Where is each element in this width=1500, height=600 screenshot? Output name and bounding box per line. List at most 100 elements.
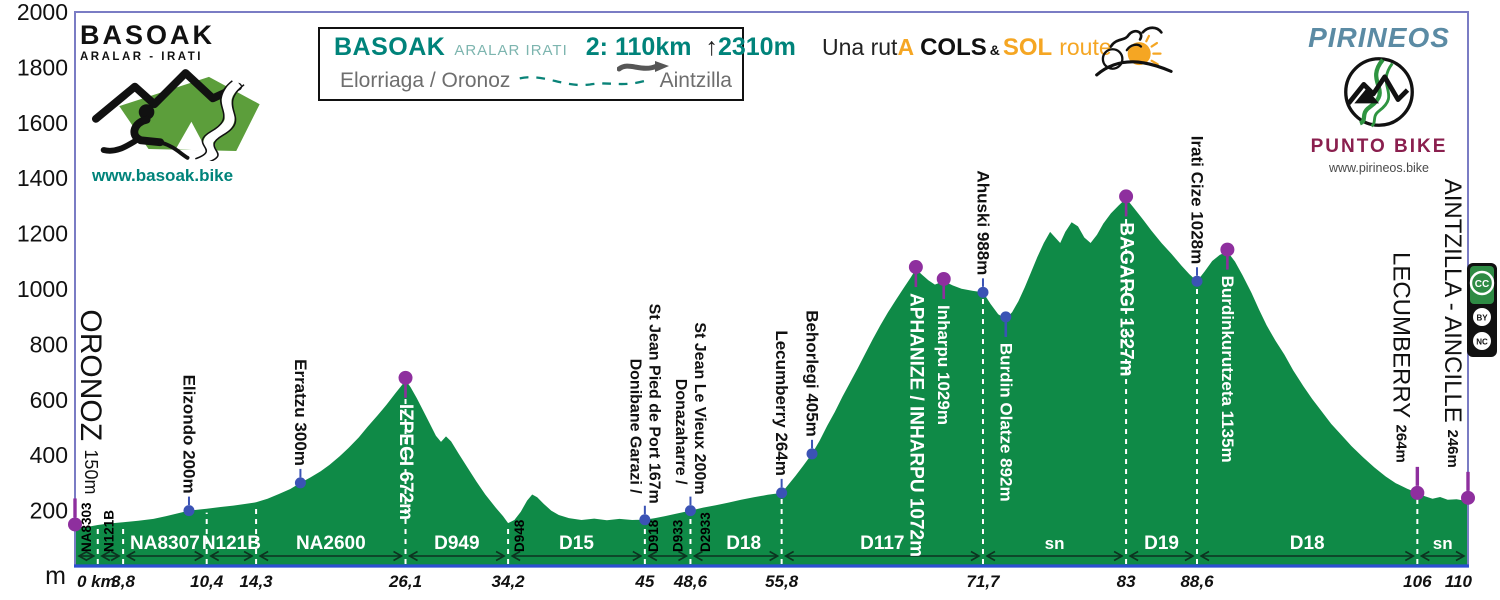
waypoint-dot (294, 477, 306, 489)
cc-by-nc-license-badge: CC BY NC (1467, 263, 1497, 357)
x-tick-label: 10,4 (190, 572, 224, 591)
svg-text:CC: CC (1475, 279, 1489, 290)
stage-info-row1: BASOAK ARALAR IRATI 2: 110km ↑ 2310m (334, 33, 796, 72)
waypoint-label: ORONOZ 150m (75, 309, 108, 494)
pirineos-mountain-icon (1344, 57, 1414, 128)
y-axis-labels: 2000 1800 1600 1400 1200 1000 800 600 400 200 m (17, 0, 68, 590)
road-label: D19 (1144, 533, 1179, 554)
cyclist-sun-icon (1095, 26, 1173, 77)
waypoint-label: Erratzu 300m (291, 359, 310, 466)
waypoint-label: Burdinkurutzeta 1135m (1218, 276, 1237, 463)
tagline-sol: SOL (1002, 34, 1053, 61)
tagline: Una rut A COLS & SOL route (822, 34, 1112, 62)
svg-text:NC: NC (1476, 338, 1488, 347)
waypoint: BAGARGI 1327m (1116, 189, 1137, 377)
basoak-logo-title: BASOAK (80, 20, 216, 50)
waypoint-label: Donibane Garazi / (626, 359, 643, 495)
waypoint-label: Lecumberry 264m (772, 330, 791, 476)
tagline-part1: Una rut (822, 34, 898, 60)
x-tick-label: 48,6 (673, 572, 708, 591)
road-label: D117 (860, 533, 904, 554)
road-label-vertical: D948 (512, 519, 527, 552)
waypoint-label: Inharpu 1029m (934, 305, 953, 425)
waypoint-dot (1191, 275, 1203, 287)
waypoint: Erratzu 300m (291, 359, 310, 489)
stage-number: 2: (585, 33, 608, 61)
basoak-logo-url: www.basoak.bike (92, 166, 234, 185)
tagline-part2: A (897, 34, 915, 60)
waypoint: Elizondo 200m (179, 375, 198, 517)
route-end-label: Aintzilla (659, 69, 732, 92)
waypoint: LECUMBERRY 264m (1388, 252, 1425, 500)
waypoint-label: Burdin Olatze 892m (996, 343, 1015, 502)
pirineos-logo: PIRINEOS PUNTO BIKE www.pirineos.bike (1293, 22, 1465, 175)
segment-boundaries (96, 209, 1419, 564)
road-label-vertical: D933 (670, 519, 685, 552)
waypoint-label: Donazaharre / (672, 379, 689, 485)
waypoint-label: AINTZILLA - AINCILLE 246m (1440, 179, 1467, 468)
road-label: sn (1433, 534, 1453, 553)
road-label: D18 (1290, 533, 1325, 554)
waypoint: Burdin Olatze 892m (996, 311, 1015, 502)
y-tick-label: 400 (30, 442, 68, 468)
tagline-ampersand: & (989, 42, 1000, 58)
road-labels: NA8307 N121B NA2600 D949 D15 D18 D117 sn D19 D18 s… (79, 502, 1453, 554)
pirineos-logo-subtitle: PUNTO BIKE (1310, 136, 1448, 157)
road-label: D18 (726, 533, 761, 554)
waypoint-label: APHANIZE / INHARPU 1072m (905, 293, 926, 557)
x-tick-label: 83 (1117, 572, 1136, 591)
road-label: D949 (434, 533, 479, 554)
x-tick-label: 110 (1445, 572, 1473, 591)
y-tick-label: 1800 (17, 54, 68, 80)
svg-text:BY: BY (1476, 314, 1488, 323)
basoak-mountain-bike-icon (91, 69, 260, 166)
basoak-logo: BASOAK ARALAR - IRATI www.basoak.bike (80, 22, 315, 186)
waypoint-label: Irati Cize 1028m (1187, 136, 1206, 265)
road-label: NA8307 (130, 533, 200, 554)
y-tick-label: 1400 (17, 165, 68, 191)
stage-brand-sub: ARALAR IRATI (454, 42, 568, 59)
waypoint-dot (398, 370, 413, 385)
road-label-vertical: NA8303 (79, 502, 94, 552)
waypoint: IZPEGI 672m (395, 370, 416, 520)
waypoint-dot (977, 286, 989, 298)
y-tick-label: 800 (30, 331, 68, 357)
waypoint-dot (68, 517, 82, 532)
waypoint-label: IZPEGI 672m (395, 404, 416, 520)
x-tick-label: 106 (1403, 572, 1432, 591)
waypoint-label: Behorlegi 405m (803, 310, 822, 437)
profile-area (75, 198, 1468, 566)
waypoint-dot (936, 271, 951, 286)
y-tick-label: 200 (30, 498, 68, 524)
y-tick-label: 1000 (17, 276, 68, 302)
waypoint-dot (639, 514, 651, 526)
pirineos-logo-title: PIRINEOS (1308, 22, 1450, 53)
waypoint: APHANIZE / INHARPU 1072m (905, 260, 926, 557)
waypoint-label: BAGARGI 1327m (1116, 222, 1137, 376)
waypoint-label: St Jean Le Vieux 200m (691, 322, 708, 494)
y-axis-unit: m (45, 562, 66, 590)
waypoint: Lecumberry 264m (772, 330, 791, 499)
road-label-vertical: D2933 (698, 512, 713, 552)
waypoint-dot (1220, 242, 1235, 257)
y-tick-label: 600 (30, 387, 68, 413)
stage-info-box: BASOAK ARALAR IRATI 2: 110km ↑ 2310m Elo… (318, 27, 796, 101)
waypoint-dot (183, 505, 195, 517)
road-label: D15 (559, 533, 594, 554)
y-tick-label: 1200 (17, 221, 68, 247)
x-tick-label: 0 km (77, 572, 116, 591)
waypoint-label: Ahuski 988m (973, 170, 992, 275)
route-dashed-line-icon (519, 76, 649, 87)
waypoint-label: St Jean Pied de Port 167m (645, 304, 662, 504)
waypoint-dot (908, 260, 923, 275)
x-tick-label: 3,8 (111, 572, 135, 591)
road-label-vertical: N121B (102, 510, 117, 552)
x-tick-label: 34,2 (492, 572, 526, 591)
waypoint: Irati Cize 1028m (1187, 136, 1206, 287)
basoak-logo-subtitle: ARALAR - IRATI (80, 51, 203, 63)
waypoint: Burdinkurutzeta 1135m (1218, 242, 1237, 463)
waypoint: Inharpu 1029m (934, 271, 953, 425)
road-label-vertical: D918 (646, 519, 661, 552)
